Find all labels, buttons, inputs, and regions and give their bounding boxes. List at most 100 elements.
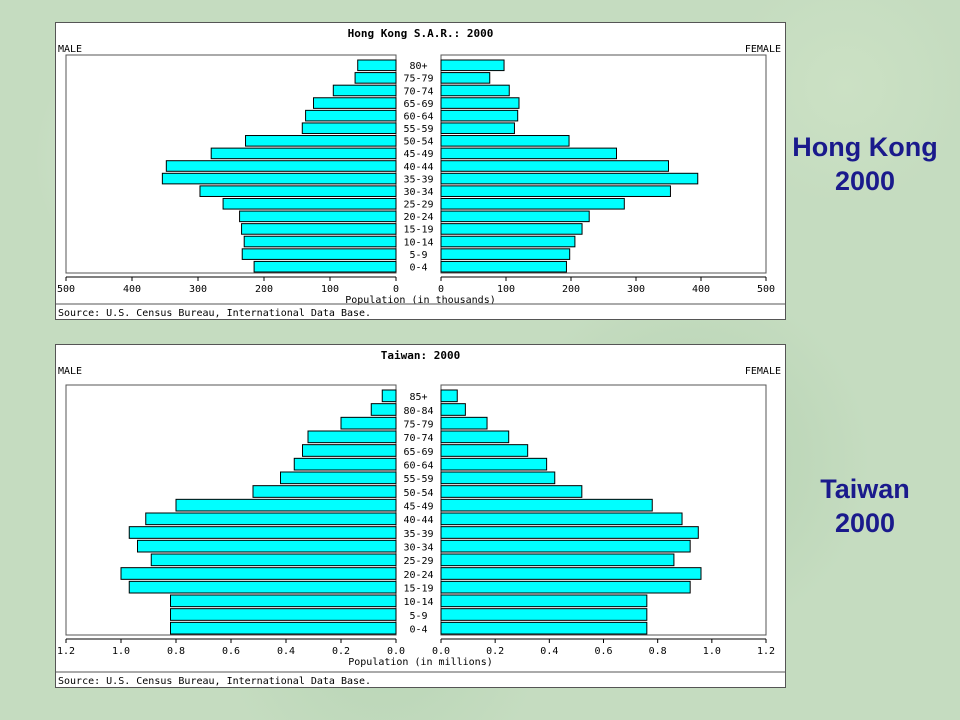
male-bar [222, 197, 397, 210]
age-group-label: 75-79 [403, 420, 433, 431]
age-group-label: 35-39 [403, 529, 433, 540]
female-bar [440, 59, 505, 72]
age-group-label: 50-54 [403, 137, 433, 148]
female-bar [440, 403, 466, 416]
female-bar [440, 389, 458, 403]
hong-kong-pyramid-panel: Hong Kong S.A.R.: 2000 MALE FEMALE 80+ 75-79… [55, 22, 786, 320]
female-tick-label: 0.8 [649, 646, 667, 657]
female-bar [440, 147, 617, 160]
female-tick-label: 1.0 [703, 646, 721, 657]
age-group-label: 15-19 [403, 225, 433, 236]
hong-kong-side-label: Hong Kong 2000 [780, 130, 950, 198]
female-bar [440, 197, 625, 210]
female-bar [440, 580, 691, 594]
age-group-label: 45-49 [403, 502, 433, 513]
taiwan-side-label-line1: Taiwan [820, 474, 910, 504]
female-bar [440, 72, 491, 84]
female-bar [440, 512, 683, 526]
female-tick-label: 0.4 [540, 646, 558, 657]
female-bar [440, 185, 671, 197]
female-tick-label: 400 [692, 284, 710, 295]
male-label: MALE [58, 366, 82, 377]
hong-kong-side-label-line2: 2000 [834, 166, 896, 196]
male-tick-label: 0 [393, 284, 399, 295]
female-bar [440, 122, 515, 135]
male-bar [293, 457, 397, 471]
female-tick-label: 0.0 [432, 646, 450, 657]
hong-kong-side-label-line1: Hong Kong [792, 132, 938, 162]
female-bar [440, 621, 648, 635]
age-group-label: 20-24 [403, 570, 433, 581]
age-group-label: 50-54 [403, 488, 433, 499]
male-bar [175, 498, 397, 512]
female-bar [440, 172, 699, 185]
male-label: MALE [58, 44, 82, 55]
male-bar [161, 172, 397, 185]
age-group-label: 30-34 [403, 187, 433, 198]
female-tick-label: 100 [497, 284, 515, 295]
age-group-label: 25-29 [403, 200, 433, 211]
taiwan-pyramid-chart: Taiwan: 2000 MALE FEMALE 85+ 80-84 75-79 70-74… [56, 349, 785, 687]
female-bar [440, 553, 675, 567]
male-bar [137, 539, 397, 553]
age-group-label: 40-44 [403, 162, 433, 173]
age-group-label: 60-64 [403, 461, 433, 472]
age-group-label: 15-19 [403, 584, 433, 595]
male-bar [302, 444, 397, 457]
female-tick-label: 500 [757, 284, 775, 295]
male-tick-label: 0.6 [222, 646, 240, 657]
female-tick-label: 0.6 [594, 646, 612, 657]
male-bar [354, 72, 397, 84]
hong-kong-pyramid-chart: Hong Kong S.A.R.: 2000 MALE FEMALE 80+ 75-79… [56, 27, 785, 319]
age-group-label: 0-4 [409, 263, 427, 274]
male-bar [150, 553, 397, 567]
age-group-label: 70-74 [403, 86, 433, 97]
source-note: Source: U.S. Census Bureau, Internationa… [58, 676, 371, 687]
male-bar [305, 109, 397, 122]
male-bar [128, 580, 397, 594]
male-bar [307, 430, 397, 444]
female-label: FEMALE [745, 44, 781, 55]
age-group-label: 70-74 [403, 433, 433, 444]
female-bar [440, 109, 519, 122]
male-bar [170, 594, 397, 608]
male-bar [340, 416, 397, 430]
chart-title: Taiwan: 2000 [381, 349, 460, 362]
female-bar [440, 567, 702, 580]
age-group-label: 85+ [409, 392, 427, 403]
female-bar [440, 84, 510, 97]
female-bar [440, 539, 691, 553]
male-bar [241, 223, 397, 235]
source-note: Source: U.S. Census Bureau, Internationa… [58, 308, 371, 319]
age-group-label: 60-64 [403, 111, 433, 122]
male-bar [241, 248, 397, 260]
female-bar [440, 471, 556, 485]
male-bar [252, 485, 397, 498]
female-tick-label: 0 [438, 284, 444, 295]
age-group-label: 10-14 [403, 597, 433, 608]
male-bar [165, 160, 397, 172]
male-bar [120, 567, 397, 580]
age-group-label: 10-14 [403, 237, 433, 248]
male-tick-label: 100 [321, 284, 339, 295]
male-bar [313, 97, 397, 109]
female-bar [440, 457, 548, 471]
age-group-label: 35-39 [403, 174, 433, 185]
age-group-label: 45-49 [403, 149, 433, 160]
female-tick-label: 300 [627, 284, 645, 295]
male-bar [245, 135, 397, 147]
male-bar [280, 471, 397, 485]
male-bar [370, 403, 397, 416]
female-bar [440, 444, 529, 457]
taiwan-pyramid-panel: Taiwan: 2000 MALE FEMALE 85+ 80-84 75-79 70-74… [55, 344, 786, 688]
male-bar [170, 621, 397, 635]
female-bar [440, 430, 510, 444]
male-bar [381, 389, 397, 403]
taiwan-side-label: Taiwan 2000 [780, 472, 950, 540]
female-bar [440, 160, 669, 172]
age-group-label: 80+ [409, 61, 427, 72]
age-group-label: 40-44 [403, 515, 433, 526]
female-bar [440, 260, 567, 273]
age-group-label: 80-84 [403, 406, 433, 417]
male-tick-label: 0.8 [167, 646, 185, 657]
